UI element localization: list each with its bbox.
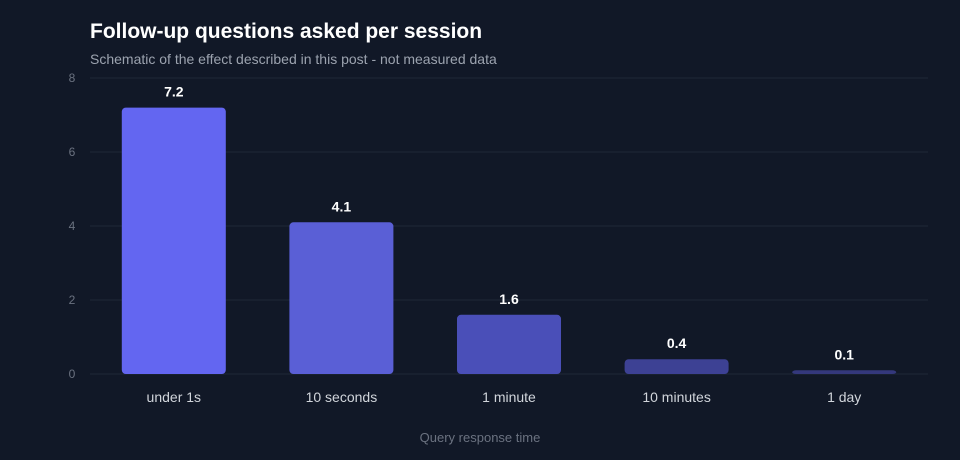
y-tick-label: 4 xyxy=(69,219,76,233)
bar xyxy=(457,314,561,374)
y-tick-label: 6 xyxy=(69,145,76,159)
bar-value-label: 7.2 xyxy=(164,84,184,100)
x-axis-ticks: under 1s 10 seconds 1 minute 10 minutes 1 da… xyxy=(147,389,862,405)
bar-value-label: 4.1 xyxy=(332,198,352,214)
y-tick-label: 2 xyxy=(69,293,76,307)
bar-value-label: 0.1 xyxy=(834,346,854,362)
x-tick-label: 10 seconds xyxy=(306,389,378,405)
y-tick-label: 0 xyxy=(69,367,76,381)
x-axis-title: Query response time xyxy=(420,430,541,445)
bar xyxy=(624,359,729,374)
y-axis-ticks: 0 2 4 6 8 xyxy=(69,71,76,381)
bar xyxy=(121,107,226,374)
bar-value-label: 1.6 xyxy=(499,291,519,307)
y-tick-label: 8 xyxy=(69,71,76,85)
x-tick-label: 10 minutes xyxy=(642,389,710,405)
x-tick-label: under 1s xyxy=(147,389,201,405)
bars xyxy=(121,107,897,374)
x-tick-label: 1 minute xyxy=(482,389,536,405)
chart-title: Follow-up questions asked per session xyxy=(90,20,483,43)
x-tick-label: 1 day xyxy=(827,389,861,405)
value-labels: 7.2 4.1 1.6 0.4 0.1 xyxy=(164,84,854,363)
chart-subtitle: Schematic of the effect described in thi… xyxy=(90,51,497,67)
bar xyxy=(289,222,394,374)
bar xyxy=(792,370,897,374)
bar-value-label: 0.4 xyxy=(667,335,687,351)
